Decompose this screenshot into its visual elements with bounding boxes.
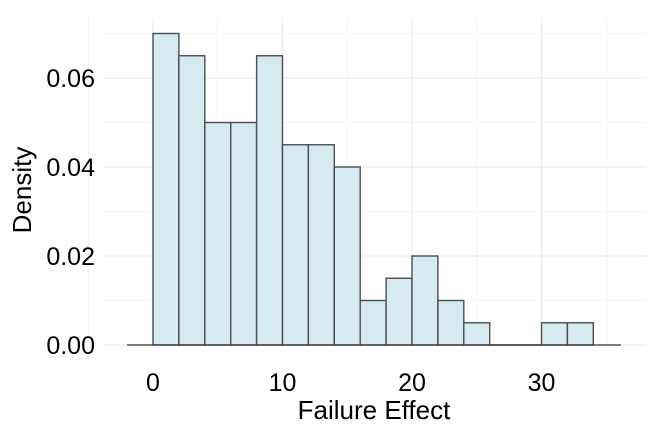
- histogram-bar: [385, 277, 413, 346]
- histogram-bar: [229, 121, 258, 346]
- histogram-bar: [566, 322, 595, 346]
- histogram-bars: [152, 32, 595, 346]
- x-tick-label: 30: [528, 369, 556, 397]
- histogram-bar: [359, 299, 387, 346]
- histogram-bar: [333, 166, 361, 346]
- histogram-bar: [437, 299, 465, 346]
- y-axis-title: Density: [7, 147, 37, 234]
- histogram-bar: [411, 255, 439, 346]
- histogram-bar: [255, 55, 284, 346]
- y-tick-label: 0.00: [46, 332, 95, 360]
- histogram-bar: [540, 322, 569, 346]
- histogram-bar: [463, 322, 491, 346]
- tick-labels: 0 10 20 30 0.00 0.02 0.04 0.06: [46, 65, 555, 397]
- x-tick-label: 0: [146, 369, 160, 397]
- histogram-bar: [152, 32, 180, 346]
- x-axis-title: Failure Effect: [298, 395, 451, 425]
- histogram-bar: [178, 55, 206, 346]
- y-tick-label: 0.06: [46, 65, 95, 93]
- histogram-bar: [281, 144, 310, 346]
- histogram-bar: [307, 144, 335, 346]
- y-tick-label: 0.02: [46, 243, 95, 271]
- histogram-bar: [204, 121, 232, 346]
- x-tick-label: 20: [398, 369, 426, 397]
- x-tick-label: 10: [269, 369, 297, 397]
- y-tick-label: 0.04: [46, 154, 95, 182]
